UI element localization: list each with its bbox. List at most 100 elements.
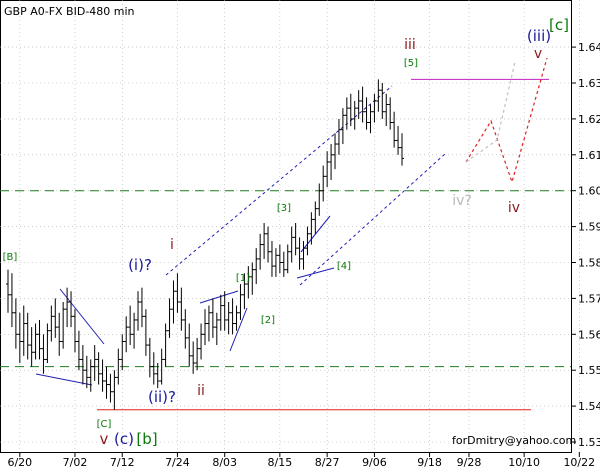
- ohlc-bar: [53, 298, 58, 338]
- ohlc-bar: [230, 298, 235, 335]
- ohlc-bar: [80, 345, 85, 385]
- ohlc-bar: [147, 337, 152, 378]
- ohlc-bar: [25, 312, 30, 360]
- wave-label: (i)?: [128, 256, 152, 274]
- ohlc-bar: [143, 309, 148, 356]
- wave-label: [1]: [236, 273, 250, 284]
- y-tick-label: 1.58: [578, 257, 600, 270]
- ohlc-bar: [159, 348, 164, 385]
- y-tick-label: 1.64: [578, 41, 600, 54]
- ohlc-bar: [344, 97, 349, 130]
- ohlc-bar: [226, 301, 231, 335]
- x-tick-label: 6/20: [7, 456, 32, 469]
- ohlc-bar: [171, 280, 176, 324]
- ohlc-bar: [45, 323, 50, 364]
- ohlc-bar: [9, 273, 14, 328]
- ohlc-bar: [269, 240, 274, 277]
- ohlc-bar: [203, 309, 207, 346]
- ohlc-bar: [340, 108, 345, 145]
- ohlc-bar: [104, 366, 109, 399]
- ohlc-bar: [305, 226, 310, 256]
- projected-path-grey: [465, 61, 516, 163]
- wave-label: i: [170, 237, 174, 253]
- y-tick-label: 1.55: [578, 364, 600, 377]
- ohlc-bar: [195, 337, 200, 371]
- ohlc-bar: [329, 144, 334, 180]
- ohlc-bar: [206, 305, 211, 342]
- ohlc-bar: [29, 327, 34, 367]
- ohlc-bar: [116, 348, 121, 385]
- ohlc-bar: [321, 165, 326, 202]
- ohlc-bar: [273, 248, 278, 277]
- ohlc-bar: [37, 319, 42, 360]
- wave-label: iv: [508, 200, 520, 216]
- x-tick-label: 8/03: [212, 456, 237, 469]
- chart-title: GBP A0-FX BID-480 min: [4, 5, 135, 18]
- wave-label: [B]: [3, 252, 18, 263]
- ohlc-bar: [396, 126, 401, 155]
- wave-label: [5]: [404, 58, 418, 69]
- wedge2-upper-line: [199, 290, 239, 304]
- x-tick-label: 10/22: [563, 456, 595, 469]
- wave-label: iii: [404, 37, 416, 53]
- ohlc-bar: [191, 341, 196, 374]
- ohlc-bar: [21, 305, 26, 356]
- ohlc-bar: [100, 359, 105, 392]
- watermark: forDmitry@yahoo.com: [452, 434, 576, 447]
- ohlc-bar: [120, 334, 125, 371]
- y-tick-label: 1.57: [578, 292, 600, 305]
- wave-label: v: [534, 46, 542, 62]
- ohlc-bar: [325, 151, 330, 188]
- ohlc-bar: [57, 312, 62, 356]
- ohlc-bar: [179, 287, 184, 331]
- ohlc-bar: [163, 323, 168, 367]
- ohlc-bar: [72, 309, 77, 353]
- ohlc-bar: [96, 352, 101, 385]
- y-tick-label: 1.63: [578, 77, 600, 90]
- wave-label: iv?: [452, 193, 472, 209]
- ohlc-bar: [376, 79, 381, 112]
- ohlc-bar: [41, 334, 46, 374]
- wave-label: (ii)?: [148, 388, 176, 406]
- ohlc-bar: [155, 363, 160, 389]
- ohlc-bar: [238, 284, 243, 320]
- y-tick-label: 1.53: [578, 436, 600, 449]
- ohlc-bar: [76, 330, 81, 371]
- ohlc-bar: [183, 309, 188, 349]
- ohlc-bar: [139, 287, 144, 328]
- ohlc-bar: [151, 352, 156, 385]
- ohlc-bar: [124, 316, 129, 353]
- y-tick-label: 1.61: [578, 149, 600, 162]
- ohlc-bar: [262, 223, 267, 259]
- wave-label: [3]: [277, 203, 291, 214]
- ohlc-bar: [13, 298, 18, 349]
- ohlc-bar: [128, 305, 133, 346]
- ohlc-bar: [246, 266, 251, 299]
- ohlc-bar: [61, 301, 66, 349]
- ohlc-bar: [297, 237, 302, 270]
- ohlc-bar: [167, 298, 172, 338]
- ohlc-bar: [6, 269, 10, 313]
- ohlc-bar: [49, 305, 54, 342]
- ohlc-bar: [254, 248, 259, 285]
- ohlc-bar: [392, 111, 397, 148]
- wave-label: (c): [114, 430, 134, 448]
- y-tick-label: 1.62: [578, 113, 600, 126]
- wave-label: [4]: [337, 261, 351, 272]
- ohlc-bar: [69, 291, 74, 328]
- ohlc-bar: [400, 133, 404, 166]
- ohlc-bar: [309, 212, 314, 245]
- ohlc-bar: [92, 345, 97, 381]
- ohlc-bar: [333, 133, 338, 170]
- ohlc-bar: [199, 323, 204, 360]
- ohlc-bar: [348, 93, 353, 127]
- ohlc-bar: [352, 100, 357, 130]
- ohlc-bar: [266, 226, 271, 263]
- grid: [0, 0, 580, 452]
- ohlc-bar: [380, 83, 385, 119]
- ohlc-bar: [388, 97, 393, 130]
- wave-label: [c]: [549, 16, 569, 34]
- wave-label: v: [100, 430, 109, 448]
- x-tick-label: 9/28: [457, 456, 482, 469]
